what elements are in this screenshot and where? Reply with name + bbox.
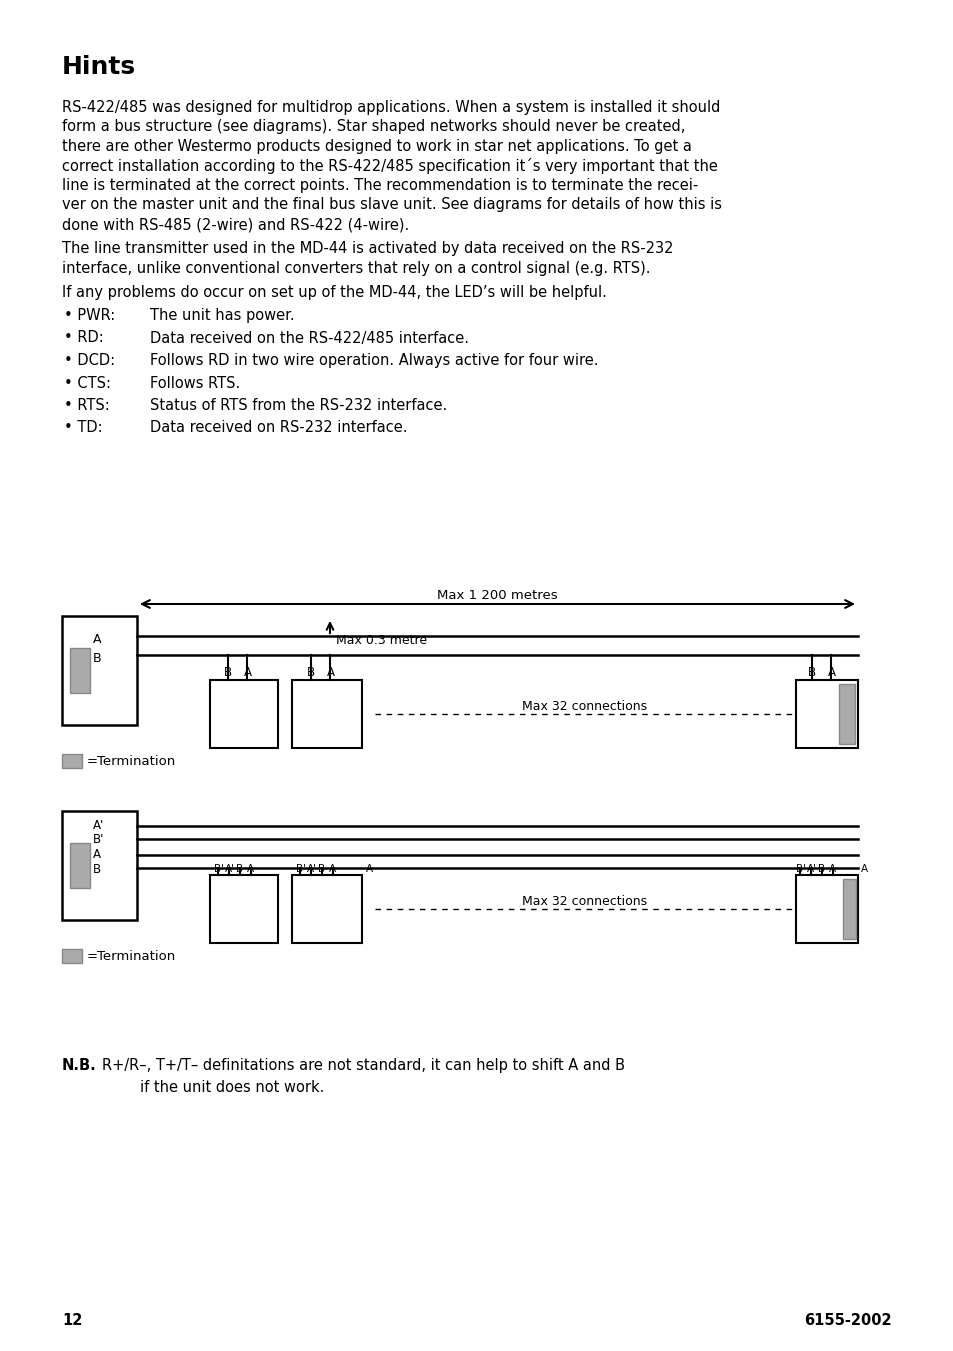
- Bar: [795, 680, 857, 748]
- Bar: [292, 680, 361, 748]
- Bar: [70, 843, 90, 888]
- Text: The line transmitter used in the MD-44 is activated by data received on the RS-2: The line transmitter used in the MD-44 i…: [62, 242, 673, 257]
- Text: Status of RTS from the RS-232 interface.: Status of RTS from the RS-232 interface.: [150, 399, 447, 413]
- Text: R+/R–, T+/T– definitations are not standard, it can help to shift A and B: R+/R–, T+/T– definitations are not stand…: [102, 1058, 624, 1073]
- Bar: [842, 880, 855, 939]
- Text: A': A': [92, 819, 104, 832]
- Text: B: B: [807, 666, 815, 680]
- Bar: [210, 680, 277, 748]
- Text: 12: 12: [62, 1313, 82, 1328]
- Text: A: A: [92, 634, 101, 646]
- Text: A: A: [247, 865, 253, 874]
- Text: • RTS:: • RTS:: [64, 399, 110, 413]
- Text: • DCD:: • DCD:: [64, 353, 115, 367]
- Text: 6155-2002: 6155-2002: [803, 1313, 891, 1328]
- Text: • CTS:: • CTS:: [64, 376, 111, 390]
- Text: line is terminated at the correct points. The recommendation is to terminate the: line is terminated at the correct points…: [62, 178, 698, 193]
- Text: Follows RD in two wire operation. Always active for four wire.: Follows RD in two wire operation. Always…: [150, 353, 598, 367]
- Bar: [795, 875, 857, 943]
- Text: Max 1 200 metres: Max 1 200 metres: [436, 589, 558, 603]
- Text: • RD:: • RD:: [64, 331, 104, 346]
- Bar: [62, 811, 137, 920]
- Bar: [62, 754, 82, 767]
- Text: B': B': [213, 865, 224, 874]
- Text: A: A: [327, 666, 335, 680]
- Text: A: A: [329, 865, 335, 874]
- Text: Data received on RS-232 interface.: Data received on RS-232 interface.: [150, 420, 407, 435]
- Bar: [62, 948, 82, 963]
- Bar: [70, 648, 90, 693]
- Text: RS-422/485 was designed for multidrop applications. When a system is installed i: RS-422/485 was designed for multidrop ap…: [62, 100, 720, 115]
- Text: form a bus structure (see diagrams). Star shaped networks should never be create: form a bus structure (see diagrams). Sta…: [62, 119, 684, 135]
- Bar: [838, 684, 854, 744]
- Text: A': A': [225, 865, 234, 874]
- Text: Max 32 connections: Max 32 connections: [522, 894, 647, 908]
- Text: • PWR:: • PWR:: [64, 308, 115, 323]
- Text: B': B': [92, 834, 104, 846]
- Text: A: A: [828, 865, 835, 874]
- Text: B: B: [92, 653, 102, 665]
- Text: done with RS-485 (2-wire) and RS-422 (4-wire).: done with RS-485 (2-wire) and RS-422 (4-…: [62, 218, 409, 232]
- Text: A: A: [92, 848, 101, 861]
- Text: B: B: [92, 863, 101, 875]
- Text: A: A: [861, 865, 867, 874]
- Text: B': B': [295, 865, 306, 874]
- Text: if the unit does not work.: if the unit does not work.: [140, 1079, 324, 1094]
- Text: B: B: [235, 865, 243, 874]
- Text: correct installation according to the RS-422/485 specification it´s very importa: correct installation according to the RS…: [62, 158, 717, 174]
- Bar: [292, 875, 361, 943]
- Text: B: B: [817, 865, 824, 874]
- Text: If any problems do occur on set up of the MD-44, the LED’s will be helpful.: If any problems do occur on set up of th…: [62, 285, 606, 300]
- Text: A': A': [307, 865, 316, 874]
- Text: B': B': [795, 865, 805, 874]
- Text: B: B: [317, 865, 325, 874]
- Bar: [210, 875, 277, 943]
- Text: B: B: [307, 666, 314, 680]
- Text: Max 0.3 metre: Max 0.3 metre: [335, 634, 427, 647]
- Text: =Termination: =Termination: [87, 950, 176, 963]
- Text: there are other Westermo products designed to work in star net applications. To : there are other Westermo products design…: [62, 139, 691, 154]
- Text: • TD:: • TD:: [64, 420, 103, 435]
- Text: B: B: [224, 666, 232, 680]
- Text: Max 32 connections: Max 32 connections: [522, 700, 647, 713]
- Text: Data received on the RS-422/485 interface.: Data received on the RS-422/485 interfac…: [150, 331, 469, 346]
- Text: ver on the master unit and the final bus slave unit. See diagrams for details of: ver on the master unit and the final bus…: [62, 197, 721, 212]
- Text: N.B.: N.B.: [62, 1058, 96, 1073]
- Text: A: A: [244, 666, 252, 680]
- Text: A: A: [366, 865, 373, 874]
- Text: A: A: [827, 666, 835, 680]
- Bar: [62, 616, 137, 725]
- Text: A': A': [806, 865, 816, 874]
- Text: Follows RTS.: Follows RTS.: [150, 376, 240, 390]
- Text: =Termination: =Termination: [87, 755, 176, 767]
- Text: Hints: Hints: [62, 55, 136, 78]
- Text: The unit has power.: The unit has power.: [150, 308, 294, 323]
- Text: interface, unlike conventional converters that rely on a control signal (e.g. RT: interface, unlike conventional converter…: [62, 261, 650, 276]
